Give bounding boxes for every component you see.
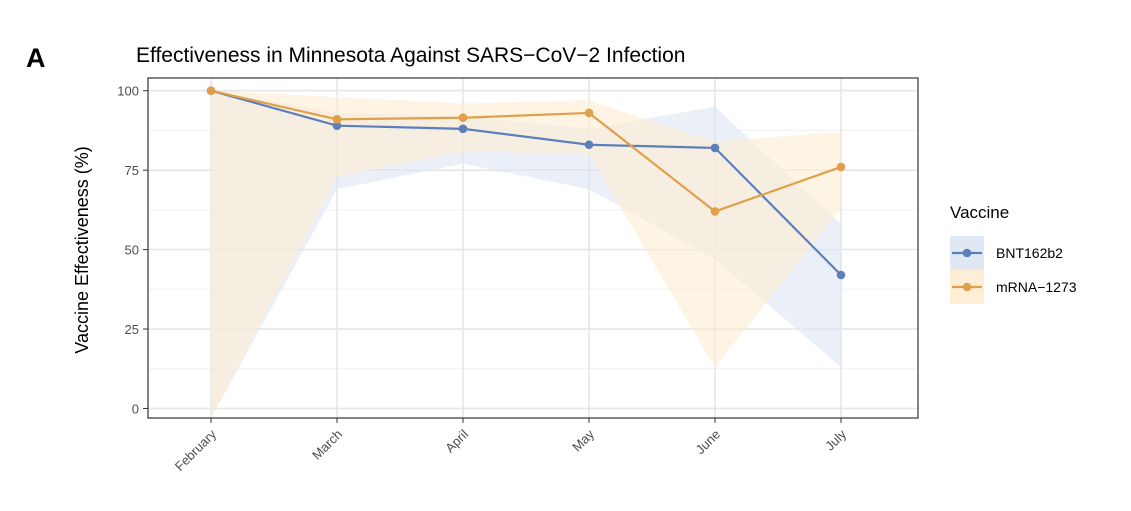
point-series-0-2 [458, 124, 468, 134]
legend-label: BNT162b2 [996, 245, 1063, 261]
y-tick-label: 25 [125, 322, 139, 337]
point-series-0-3 [584, 140, 594, 150]
point-series-0-4 [710, 143, 720, 153]
point-series-1-0 [206, 86, 216, 96]
point-series-1-3 [584, 108, 594, 118]
plot-panel-border [147, 77, 919, 419]
ribbon-series-1 [211, 90, 841, 418]
point-series-1-1 [332, 115, 342, 124]
y-axis-label: Vaccine Effectiveness (%) [72, 146, 92, 353]
point-series-1-4 [710, 207, 720, 216]
x-tick-label: April [442, 426, 471, 455]
x-tick-label: February [172, 426, 220, 474]
point-series-0-5 [836, 270, 846, 280]
x-axis-ticks: February March April May June July [172, 418, 849, 474]
series-points [206, 86, 846, 280]
legend: Vaccine BNT162b2 mRNA−1273 [950, 203, 1077, 304]
y-tick-label: 0 [132, 401, 139, 416]
legend-label: mRNA−1273 [996, 279, 1077, 295]
confidence-ribbons [211, 90, 841, 418]
legend-key-point [962, 282, 972, 292]
y-tick-label: 50 [125, 243, 139, 258]
y-axis-ticks: 0 25 50 75 100 [117, 84, 148, 416]
y-tick-label: 75 [125, 163, 139, 178]
line-series-0 [210, 89, 842, 276]
point-series-1-5 [836, 162, 846, 172]
line-series-1 [210, 89, 842, 213]
x-tick-label: May [569, 426, 597, 454]
point-series-1-2 [458, 113, 468, 123]
legend-key-point [962, 248, 972, 258]
x-tick-label: July [822, 426, 849, 453]
x-tick-label: June [693, 427, 724, 458]
series-lines [210, 89, 842, 276]
x-tick-label: March [309, 427, 345, 463]
panel-letter: A [26, 43, 46, 73]
chart-title: Effectiveness in Minnesota Against SARS−… [136, 44, 685, 67]
y-tick-label: 100 [117, 84, 139, 99]
legend-title: Vaccine [950, 203, 1009, 222]
point-series-0-1 [332, 121, 342, 130]
